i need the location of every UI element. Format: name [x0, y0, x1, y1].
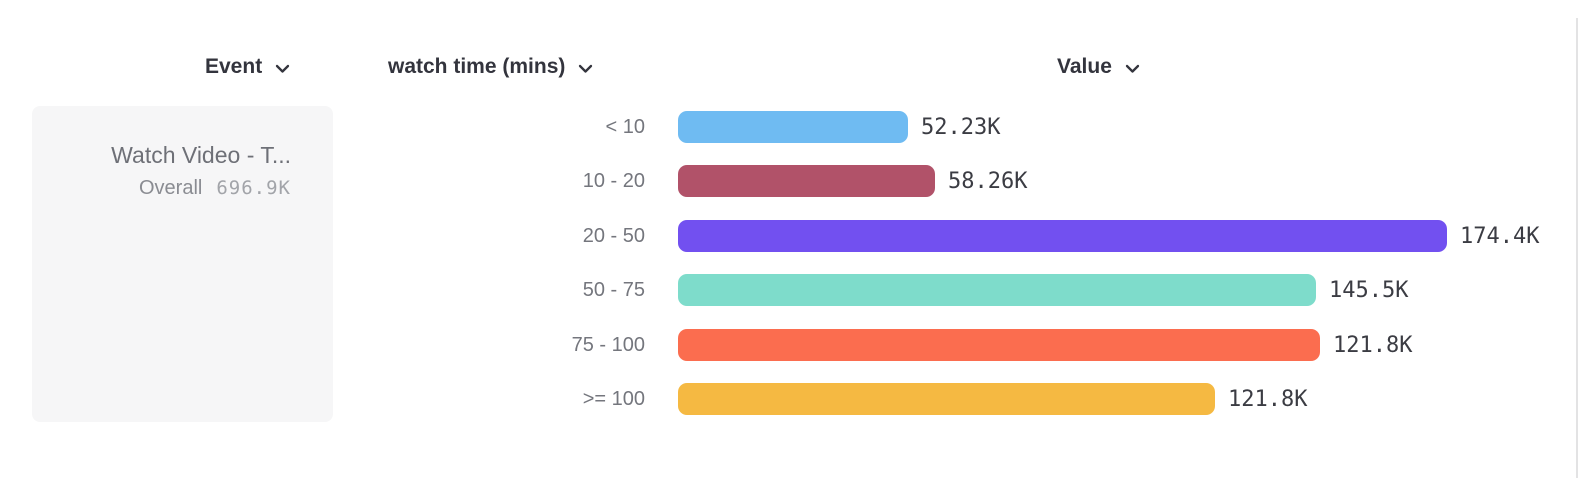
- bar-value: 52.23K: [921, 115, 1001, 140]
- overall-row: Overall 696.9K: [32, 177, 291, 200]
- bucket-label: >= 100: [582, 388, 645, 410]
- bar-row: 75 - 100 121.8K: [0, 329, 1584, 361]
- bar-segment[interactable]: [678, 220, 1447, 252]
- breakdown-header-label: watch time (mins): [388, 55, 566, 78]
- value-header-label: Value: [1057, 55, 1112, 78]
- bucket-label: 10 - 20: [582, 170, 645, 192]
- bar-segment[interactable]: [678, 383, 1215, 415]
- bar-segment[interactable]: [678, 111, 908, 143]
- chevron-down-icon: [275, 64, 290, 74]
- bar-segment[interactable]: [678, 165, 935, 197]
- bar-row: 20 - 50 174.4K: [0, 220, 1584, 252]
- panel-edge-divider: [1576, 18, 1578, 478]
- bar-row: < 10 52.23K: [0, 111, 1584, 143]
- event-header-label: Event: [205, 55, 263, 78]
- bucket-label: 75 - 100: [571, 334, 645, 356]
- bar-segment[interactable]: [678, 329, 1320, 361]
- bar-row: 10 - 20 58.26K: [0, 165, 1584, 197]
- bar-value: 145.5K: [1329, 278, 1409, 303]
- chevron-down-icon: [1125, 64, 1140, 74]
- bar-row: >= 100 121.8K: [0, 383, 1584, 415]
- bucket-label: 50 - 75: [582, 279, 645, 301]
- column-header-event[interactable]: Event: [205, 53, 290, 81]
- bar-value: 121.8K: [1228, 387, 1308, 412]
- bar-row: 50 - 75 145.5K: [0, 274, 1584, 306]
- column-header-breakdown[interactable]: watch time (mins): [388, 53, 593, 81]
- bar-value: 58.26K: [948, 169, 1028, 194]
- bar-value: 174.4K: [1460, 224, 1540, 249]
- chevron-down-icon: [578, 64, 593, 74]
- event-name: Watch Video - T...: [111, 142, 291, 168]
- event-card[interactable]: Watch Video - T... Overall 696.9K: [32, 106, 333, 422]
- bar-value: 121.8K: [1333, 333, 1413, 358]
- overall-label: Overall: [139, 177, 203, 199]
- bar-segment[interactable]: [678, 274, 1316, 306]
- overall-value: 696.9K: [216, 177, 291, 199]
- column-header-value[interactable]: Value: [1057, 53, 1140, 81]
- bucket-label: 20 - 50: [582, 225, 645, 247]
- bucket-label: < 10: [605, 116, 645, 138]
